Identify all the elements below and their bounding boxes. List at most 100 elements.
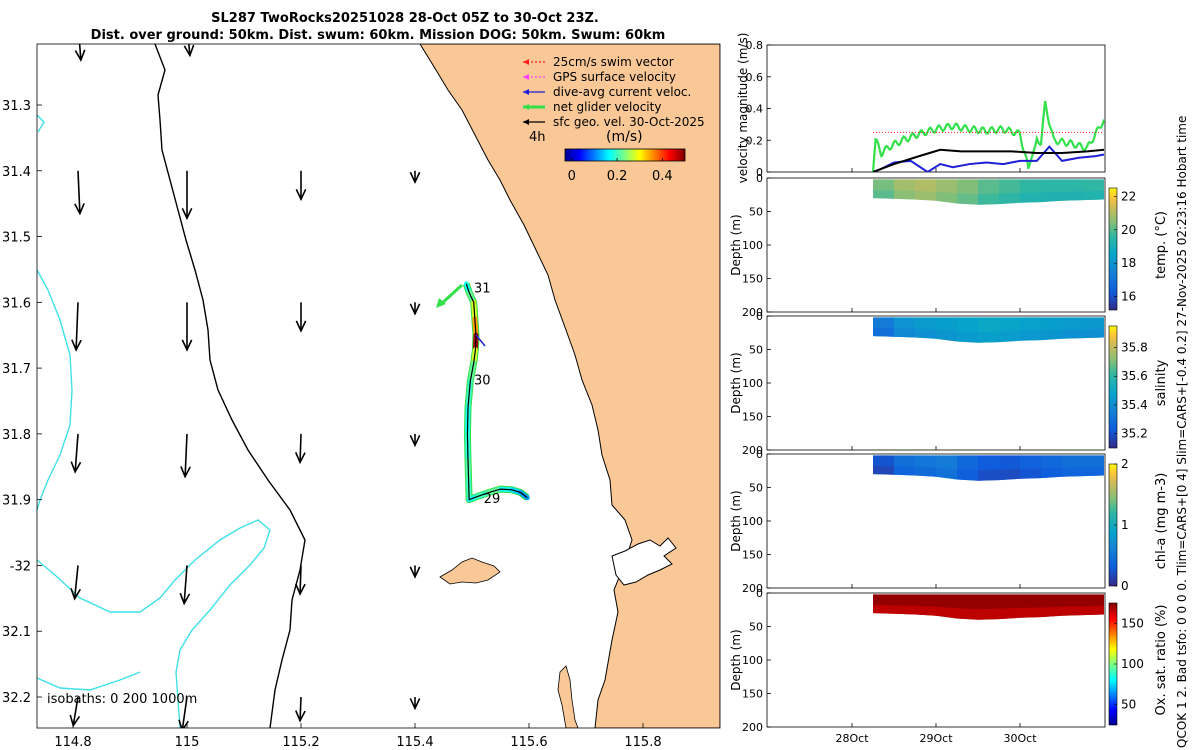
title-line-1: SL287 TwoRocks20251028 28-Oct 05Z to 30-… (211, 11, 599, 26)
current-arrow-shaft (74, 433, 79, 472)
section-cell-lower (1041, 606, 1062, 618)
current-arrow (409, 302, 421, 316)
isobath-1000m-line-d (37, 671, 141, 691)
salinity-section: 0 50 100 150 200 Depth (m) 35.2 35.4 35.6 35.8 sal… (729, 310, 1169, 457)
current-arrow-shaft (78, 44, 82, 61)
isobath-200m-line (154, 44, 306, 728)
section-cell-lower (957, 608, 978, 620)
current-arrow-shaft (75, 302, 79, 350)
section-cell-lower (915, 605, 936, 616)
section-cell-lower (1041, 467, 1062, 479)
section-cell-lower (978, 193, 999, 205)
velocity-y-ticks: 0 0.2 0.4 0.6 0.8 (746, 39, 771, 179)
section-cell-lower (978, 608, 999, 620)
time-tick-label: 30Oct (1003, 732, 1037, 745)
section-cell-lower (1041, 329, 1062, 341)
section-colorbar (1108, 187, 1118, 311)
section-cell-lower (915, 328, 936, 339)
current-arrow-head (295, 320, 307, 333)
section-cell-lower (1041, 191, 1062, 203)
section-cell-lower (1062, 191, 1083, 201)
velocity-y-tick-label: 0.6 (746, 71, 764, 84)
time-tick-label: 29Oct (919, 732, 953, 745)
section-cell-lower (936, 467, 957, 480)
section-cell-lower (999, 330, 1020, 343)
garden-island (557, 665, 579, 728)
section-cell-lower (1062, 329, 1083, 339)
current-arrow-head (294, 583, 306, 596)
colorbar-tick-label: 0.4 (652, 169, 673, 184)
section-cell-lower (1020, 468, 1041, 479)
section-data (873, 179, 1104, 205)
section-cell-lower (1062, 467, 1083, 477)
map-y-tick-label: 31.7 (2, 362, 31, 377)
section-cell-lower (957, 469, 978, 481)
map-y-tick-label: 31.9 (2, 494, 31, 509)
map-y-tick-label: 31.3 (2, 99, 31, 114)
day-label: 29 (484, 492, 501, 507)
legend-arrowhead (523, 59, 529, 65)
temperature-section: 0 50 100 150 200 Depth (m) 16 18 20 22 temp. (°C) (729, 172, 1169, 319)
section-y-tick-label: 0 (756, 310, 763, 323)
section-colorbar-label: chl-a (mg m-3) (1154, 473, 1169, 570)
section-cell-lower (1083, 190, 1104, 201)
current-arrow-head (70, 588, 82, 601)
section-y-tick-label: 200 (742, 721, 763, 734)
section-colorbar-tick-label: 16 (1121, 290, 1136, 304)
section-cell-lower (999, 192, 1020, 205)
section-y-tick-label: 50 (749, 482, 763, 495)
section-cell-lower (1020, 330, 1041, 341)
section-cell-lower (1020, 607, 1041, 618)
current-arrow (295, 302, 307, 333)
velocity-y-tick-label: 0.2 (746, 134, 764, 147)
section-cell-lower (1083, 328, 1104, 339)
section-colorbar (1108, 325, 1118, 449)
oxygen-section: 0 50 100 150 200 Depth (m) 50 100 150 Ox. sat. ra… (729, 587, 1169, 734)
section-y-tick-label: 50 (749, 206, 763, 219)
current-arrow-head (74, 49, 86, 62)
map-x-tick-label: 115 (175, 735, 200, 750)
section-ylabel: Depth (m) (729, 629, 743, 690)
section-cell-lower (873, 466, 894, 475)
current-arrow-head (409, 303, 421, 316)
net-glider-velocity-arrow (436, 283, 464, 308)
section-cell-lower (894, 190, 915, 200)
current-arrow (294, 565, 306, 596)
section-data (873, 455, 1104, 481)
section-cell-lower (936, 606, 957, 619)
current-arrow-head (180, 466, 191, 479)
colorbar-tick-label: 0.2 (607, 169, 628, 184)
current-arrow-head (409, 171, 421, 185)
section-cell-lower (957, 193, 978, 205)
legend-label: 25cm/s swim vector (553, 55, 674, 69)
day-label: 31 (474, 281, 491, 296)
track-centerline (465, 283, 528, 501)
map-y-tick-label: 32.2 (2, 691, 31, 706)
velocity-ylabel: velocity magnitude (m/s) (736, 33, 750, 184)
current-arrow (409, 433, 421, 448)
time-x-ticks: 28Oct 29Oct 30Oct (835, 168, 1037, 745)
current-arrow (181, 170, 193, 221)
chlorophyll-section: 0 50 100 150 200 Depth (m) 0 1 2 chl-a (mg m-3) (729, 448, 1169, 595)
rottnest-island (439, 557, 501, 585)
colorbar-tick-label: 0 (568, 169, 576, 184)
section-colorbar-tick-label: 100 (1121, 657, 1144, 671)
map-panel: 31 30 29 isobaths: 0 200 1000m 25cm/s swim… (2, 43, 721, 750)
section-cell-lower (978, 469, 999, 481)
current-arrow-shaft (299, 565, 302, 594)
section-cell-lower (936, 329, 957, 342)
section-cell-lower (1083, 466, 1104, 477)
current-arrow-head (70, 461, 82, 474)
current-arrow (295, 696, 306, 723)
section-colorbar-tick-label: 20 (1121, 223, 1136, 237)
legend-label: sfc geo. vel. 30-Oct-2025 (553, 115, 705, 129)
current-arrow-shaft (299, 433, 302, 463)
section-y-tick-label: 150 (742, 549, 763, 562)
section-cell-lower (1020, 192, 1041, 203)
current-arrow (178, 696, 189, 728)
section-cell-lower (1062, 606, 1083, 616)
time-tick-label: 28Oct (835, 732, 869, 745)
